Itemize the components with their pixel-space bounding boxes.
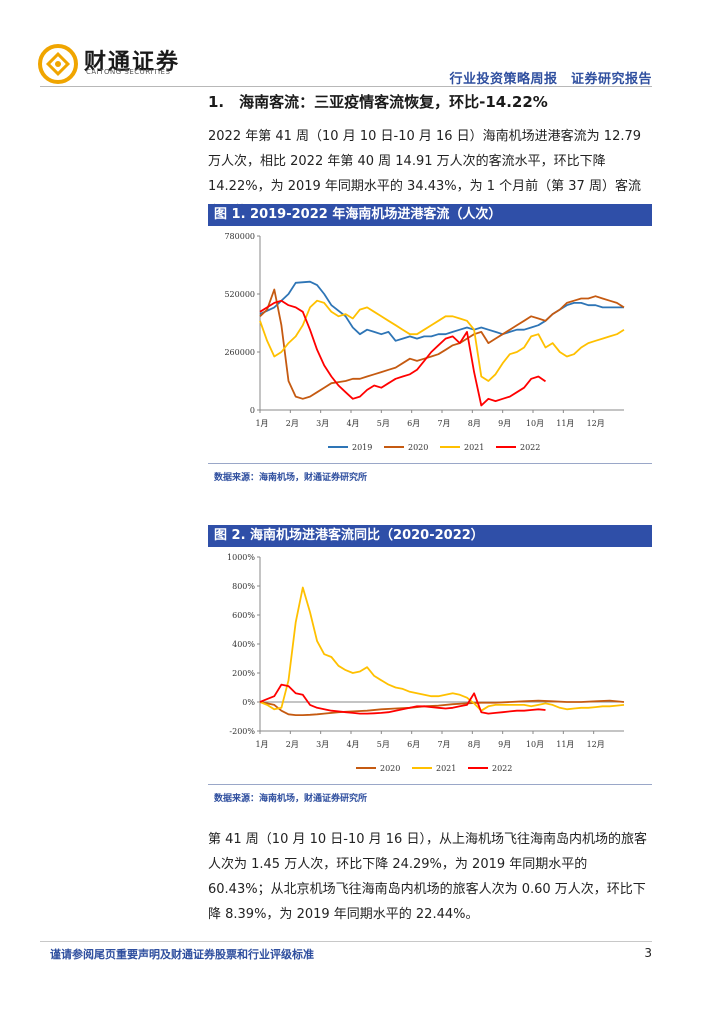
figure2-source: 数据来源：海南机场，财通证券研究所 [214,794,368,804]
x-tick-label: 8月 [468,740,481,749]
figure1-source: 数据来源：海南机场，财通证券研究所 [214,473,368,483]
x-tick-label: 1月 [255,419,268,428]
series-line-2021 [259,299,625,382]
figure1-source-divider [208,463,652,464]
section-title: 1. 海南客流：三亚疫情客流恢复，环比-14.22% [208,93,548,111]
x-tick-label: 12月 [587,419,605,428]
footer-divider [40,941,652,942]
report-type-label: 行业投资策略周报 证券研究报告 [449,72,652,87]
x-tick-label: 12月 [587,740,605,749]
x-tick-label: 2月 [286,419,299,428]
x-tick-label: 3月 [316,419,329,428]
series-line-2021 [259,586,625,712]
footer-disclaimer: 谨请参阅尾页重要声明及财通证券股票和行业评级标准 [50,948,314,961]
y-tick-label: 780000 [224,232,255,241]
x-tick-label: 2月 [286,740,299,749]
paragraph-shanghai-beijing: 第 41 周（10 月 10 日-10 月 16 日），从上海机场飞往海南岛内机… [208,832,647,922]
series-line-2022 [259,299,547,407]
legend-label-2021: 2021 [436,764,456,773]
series-line-2019 [259,280,624,342]
x-tick-label: 10月 [526,419,544,428]
chart-yoy-flow: -200% 0% 200% 400% 600% 800% 1000% 1月 2月 3月 4月 5月 6月… [227,553,625,773]
logo-chinese-name: 财通证券 [84,50,181,75]
x-tick-label: 3月 [316,740,329,749]
x-tick-label: 4月 [346,419,359,428]
legend-label-2020: 2020 [380,764,400,773]
figure2-source-divider [208,784,652,785]
x-tick-label: 4月 [346,740,359,749]
caitong-logo-icon [38,44,78,84]
y-tick-label: 0% [242,698,255,707]
x-tick-label: 9月 [498,419,511,428]
y-tick-label: 0 [250,406,255,415]
x-tick-label: 5月 [377,740,390,749]
y-tick-label: 1000% [227,553,255,562]
page-number: 3 [644,946,652,960]
x-tick-label: 7月 [437,419,450,428]
x-tick-label: 11月 [556,419,574,428]
legend-label-2022: 2022 [492,764,512,773]
x-tick-label: 5月 [377,419,390,428]
chart-passenger-flow: 0 260000 520000 780000 1月 2月 3月 4月 5月 6月 7月 8月 9月 10月… [224,232,625,452]
y-tick-label: 800% [232,582,255,591]
y-tick-label: 400% [232,640,255,649]
y-tick-label: 200% [232,669,255,678]
logo-english-name: CAITONG SECURITIES [86,68,171,76]
legend-label-2019: 2019 [352,443,372,452]
x-tick-label: 6月 [407,740,420,749]
x-tick-label: 9月 [498,740,511,749]
series-line-2020 [259,288,625,400]
legend-label-2022: 2022 [520,443,540,452]
x-tick-label: 11月 [556,740,574,749]
legend-label-2021: 2021 [464,443,484,452]
x-tick-label: 6月 [407,419,420,428]
x-tick-label: 10月 [526,740,544,749]
header-divider [40,86,652,87]
x-tick-label: 7月 [437,740,450,749]
figure1-title: 图 1. 2019-2022 年海南机场进港客流（人次） [208,204,652,226]
y-tick-label: -200% [229,727,255,736]
y-tick-label: 600% [232,611,255,620]
x-tick-label: 8月 [468,419,481,428]
series-line-2022 [259,683,546,715]
legend-label-2020: 2020 [408,443,428,452]
figure2-title: 图 2. 海南机场进港客流同比（2020-2022） [208,525,652,547]
x-tick-label: 1月 [255,740,268,749]
y-tick-label: 260000 [224,348,255,357]
y-tick-label: 520000 [224,290,255,299]
